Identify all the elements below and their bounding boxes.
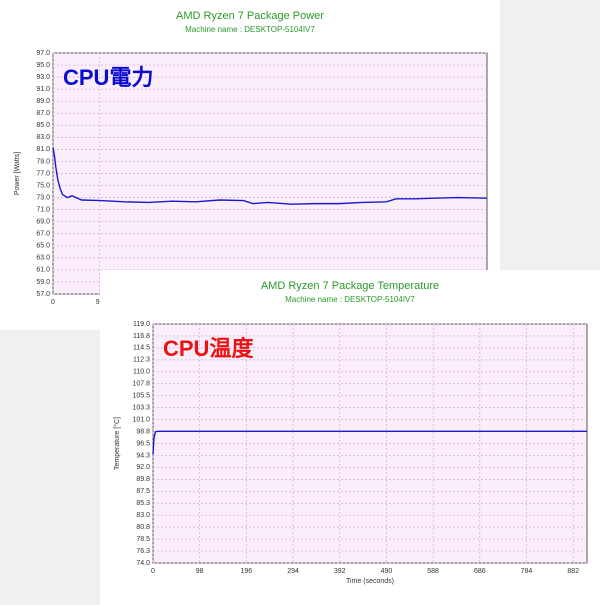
x-tick-label: 294 — [287, 568, 299, 575]
y-tick-label: 83.0 — [136, 512, 150, 519]
y-tick-label: 76.3 — [136, 548, 150, 555]
y-tick-label: 77.0 — [36, 170, 50, 177]
y-tick-label: 98.8 — [136, 428, 150, 435]
y-tick-label: 80.8 — [136, 524, 150, 531]
y-tick-label: 78.5 — [136, 536, 150, 543]
chart-title: AMD Ryzen 7 Package Temperature — [261, 280, 439, 292]
y-tick-label: 97.0 — [36, 50, 50, 57]
y-tick-label: 63.0 — [36, 255, 50, 262]
x-tick-label: 686 — [474, 568, 486, 575]
y-tick-label: 119.0 — [133, 321, 150, 328]
x-tick-label: 0 — [51, 299, 55, 306]
y-tick-label: 75.0 — [36, 182, 50, 189]
x-tick-label: 196 — [241, 568, 253, 575]
x-tick-label: 392 — [334, 568, 346, 575]
chart-subtitle: Machine name : DESKTOP-5104IV7 — [185, 25, 315, 34]
y-tick-label: 91.0 — [36, 86, 50, 93]
data-line — [152, 430, 587, 455]
y-tick-label: 67.0 — [36, 231, 50, 238]
y-axis-label: Temperature [°C] — [113, 417, 121, 470]
y-tick-label: 83.0 — [36, 134, 50, 141]
y-tick-label: 94.3 — [136, 452, 150, 459]
x-tick-label: 882 — [567, 568, 579, 575]
y-tick-label: 96.5 — [136, 440, 150, 447]
y-tick-label: 71.0 — [36, 206, 50, 213]
data-line — [52, 147, 488, 205]
y-tick-label: 103.3 — [132, 404, 150, 411]
x-axis-label: Time (seconds) — [346, 578, 394, 585]
y-tick-label: 59.0 — [36, 279, 50, 286]
y-tick-label: 61.0 — [36, 267, 50, 274]
y-tick-label: 110.0 — [133, 369, 150, 376]
y-tick-label: 89.8 — [136, 476, 150, 483]
x-tick-label: 588 — [427, 568, 439, 575]
x-tick-label: 98 — [96, 299, 104, 306]
chart-title: AMD Ryzen 7 Package Power — [176, 10, 324, 22]
y-tick-label: 92.0 — [136, 464, 150, 471]
x-tick-label: 98 — [196, 568, 204, 575]
y-axis-label: Power [Watts] — [14, 152, 21, 195]
x-tick-label: 0 — [151, 568, 155, 575]
y-tick-label: 89.0 — [36, 98, 50, 105]
y-tick-label: 107.8 — [132, 381, 150, 388]
x-tick-label: 490 — [381, 568, 393, 575]
y-tick-label: 69.0 — [36, 219, 50, 226]
y-tick-label: 65.0 — [36, 243, 50, 250]
y-tick-label: 112.3 — [133, 357, 150, 364]
y-tick-label: 95.0 — [36, 62, 50, 69]
y-tick-label: 87.0 — [36, 110, 50, 117]
gray-area — [500, 0, 600, 270]
y-tick-label: 57.0 — [36, 291, 50, 298]
x-tick-label: 784 — [521, 568, 533, 575]
annotation: CPU電力 — [63, 65, 153, 90]
y-tick-label: 105.5 — [132, 393, 150, 400]
annotation: CPU温度 — [163, 336, 254, 361]
y-tick-label: 85.3 — [136, 500, 150, 507]
y-tick-label: 101.0 — [132, 416, 150, 423]
y-tick-label: 116.8 — [133, 333, 150, 340]
y-tick-label: 114.5 — [133, 345, 150, 352]
y-tick-label: 73.0 — [36, 194, 50, 201]
y-tick-label: 85.0 — [36, 122, 50, 129]
y-tick-label: 79.0 — [36, 158, 50, 165]
y-tick-label: 74.0 — [136, 560, 150, 567]
chart-subtitle: Machine name : DESKTOP-5104IV7 — [285, 295, 415, 304]
y-tick-label: 87.5 — [136, 488, 150, 495]
y-tick-label: 93.0 — [36, 74, 50, 81]
gray-area — [0, 330, 100, 605]
y-tick-label: 81.0 — [36, 146, 50, 153]
